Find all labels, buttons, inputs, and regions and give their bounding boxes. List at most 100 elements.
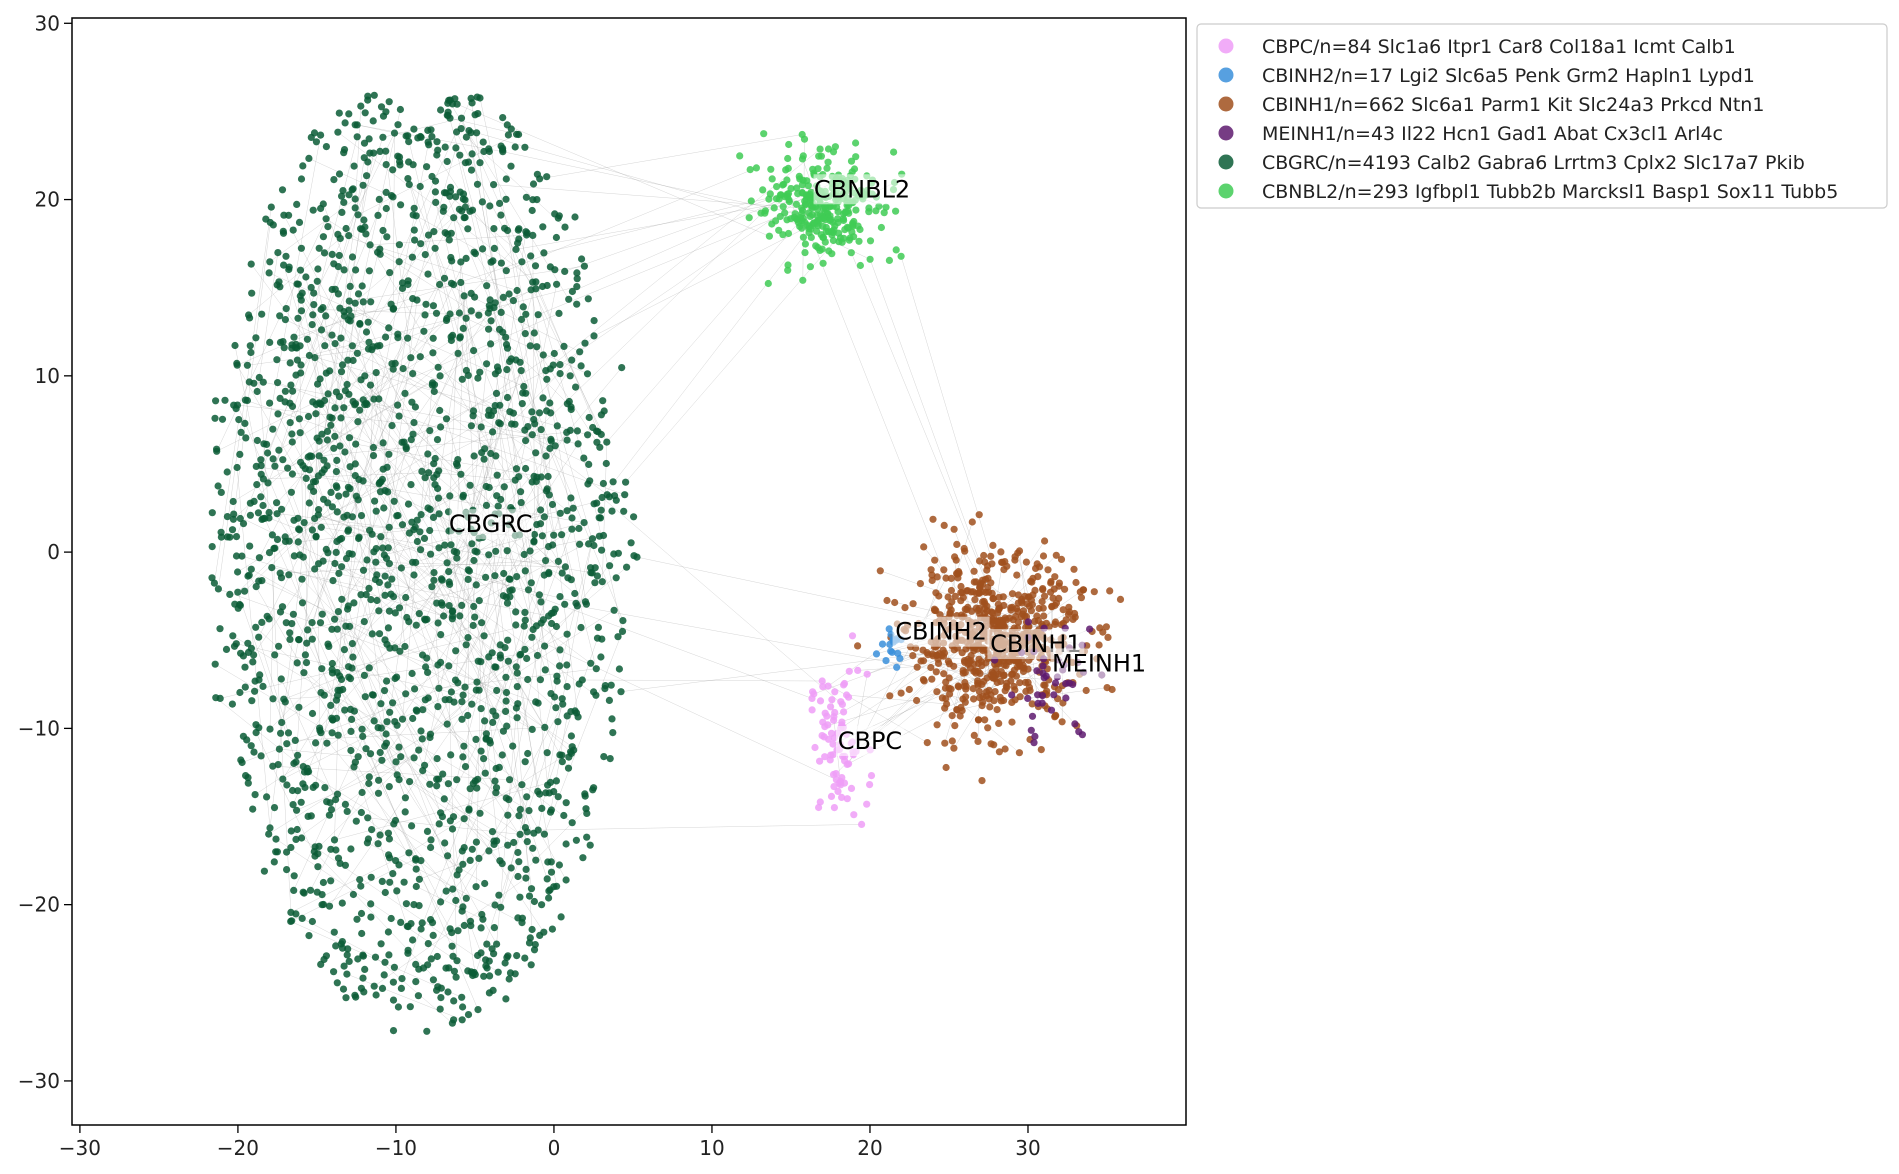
data-point <box>324 390 332 398</box>
data-point <box>529 180 538 188</box>
data-point <box>271 462 279 470</box>
data-point <box>585 460 593 468</box>
data-point <box>251 791 259 799</box>
data-point <box>404 334 412 342</box>
data-point <box>863 670 871 678</box>
data-point <box>286 629 294 637</box>
data-point <box>332 796 340 804</box>
data-point <box>446 114 454 122</box>
graph-edge <box>375 353 459 549</box>
data-point <box>777 191 785 199</box>
data-point <box>437 423 445 431</box>
data-point <box>395 743 403 751</box>
data-point <box>273 535 282 544</box>
data-point <box>278 505 286 513</box>
data-point <box>257 493 265 501</box>
data-point <box>610 606 618 614</box>
graph-edge <box>538 202 813 315</box>
data-point <box>262 215 270 223</box>
data-point <box>1008 590 1017 598</box>
data-point <box>929 652 937 660</box>
graph-edge <box>455 320 492 681</box>
data-point <box>1116 595 1125 604</box>
data-point <box>1034 699 1042 708</box>
data-point <box>472 883 480 891</box>
data-point <box>310 289 318 297</box>
data-point <box>541 642 549 650</box>
data-point <box>393 673 401 681</box>
data-point <box>388 422 396 430</box>
data-point <box>268 564 276 572</box>
data-point <box>612 496 620 504</box>
data-point <box>294 314 302 322</box>
graph-edge <box>355 403 546 728</box>
data-point <box>483 940 491 948</box>
graph-edge <box>362 736 479 1010</box>
data-point <box>433 755 441 763</box>
data-point <box>258 310 266 318</box>
data-point <box>602 459 610 468</box>
data-point <box>821 203 829 211</box>
data-point <box>390 963 398 971</box>
data-point <box>473 180 482 188</box>
graph-edge <box>259 456 312 558</box>
data-point <box>779 231 787 239</box>
data-point <box>594 623 603 632</box>
data-point <box>328 250 336 258</box>
graph-edge <box>346 973 463 1021</box>
data-point <box>289 610 297 618</box>
data-point <box>357 102 365 110</box>
data-point <box>472 581 480 589</box>
data-point <box>259 682 267 691</box>
data-point <box>928 675 936 683</box>
data-point <box>491 777 499 785</box>
data-point <box>367 298 375 306</box>
data-point <box>530 329 538 337</box>
data-point <box>319 304 327 312</box>
data-point <box>519 303 527 311</box>
data-point <box>297 296 305 304</box>
graph-edge <box>220 625 525 699</box>
data-point <box>448 825 457 833</box>
data-point <box>561 563 570 571</box>
data-point <box>241 663 249 671</box>
data-point <box>576 348 584 356</box>
data-point <box>308 321 316 329</box>
data-point <box>295 703 303 711</box>
graph-edge <box>339 514 422 677</box>
data-point <box>590 784 598 792</box>
data-point <box>429 931 437 940</box>
data-point <box>341 800 349 809</box>
data-point <box>355 475 363 484</box>
data-point <box>975 589 983 597</box>
data-point <box>353 121 361 129</box>
data-point <box>947 586 956 595</box>
data-point <box>793 216 801 224</box>
data-point <box>429 349 437 357</box>
data-point <box>916 580 925 588</box>
data-point <box>967 651 975 660</box>
data-point <box>418 467 426 475</box>
data-point <box>404 500 413 508</box>
data-point <box>390 129 399 137</box>
data-point <box>461 763 470 771</box>
data-point <box>542 452 550 460</box>
graph-edge <box>467 579 470 810</box>
data-point <box>477 924 485 932</box>
graph-edge <box>250 263 355 405</box>
data-point <box>818 677 826 685</box>
data-point <box>351 460 359 468</box>
data-point <box>540 830 549 838</box>
data-point <box>960 682 968 690</box>
data-point <box>802 201 810 209</box>
data-point <box>394 1003 402 1011</box>
data-point <box>606 562 614 570</box>
data-point <box>435 544 443 552</box>
data-point <box>541 666 549 674</box>
data-point <box>333 691 342 700</box>
data-point <box>323 739 331 747</box>
data-point <box>839 215 847 223</box>
data-point <box>537 506 545 514</box>
data-point <box>427 550 435 558</box>
data-point <box>480 632 488 640</box>
